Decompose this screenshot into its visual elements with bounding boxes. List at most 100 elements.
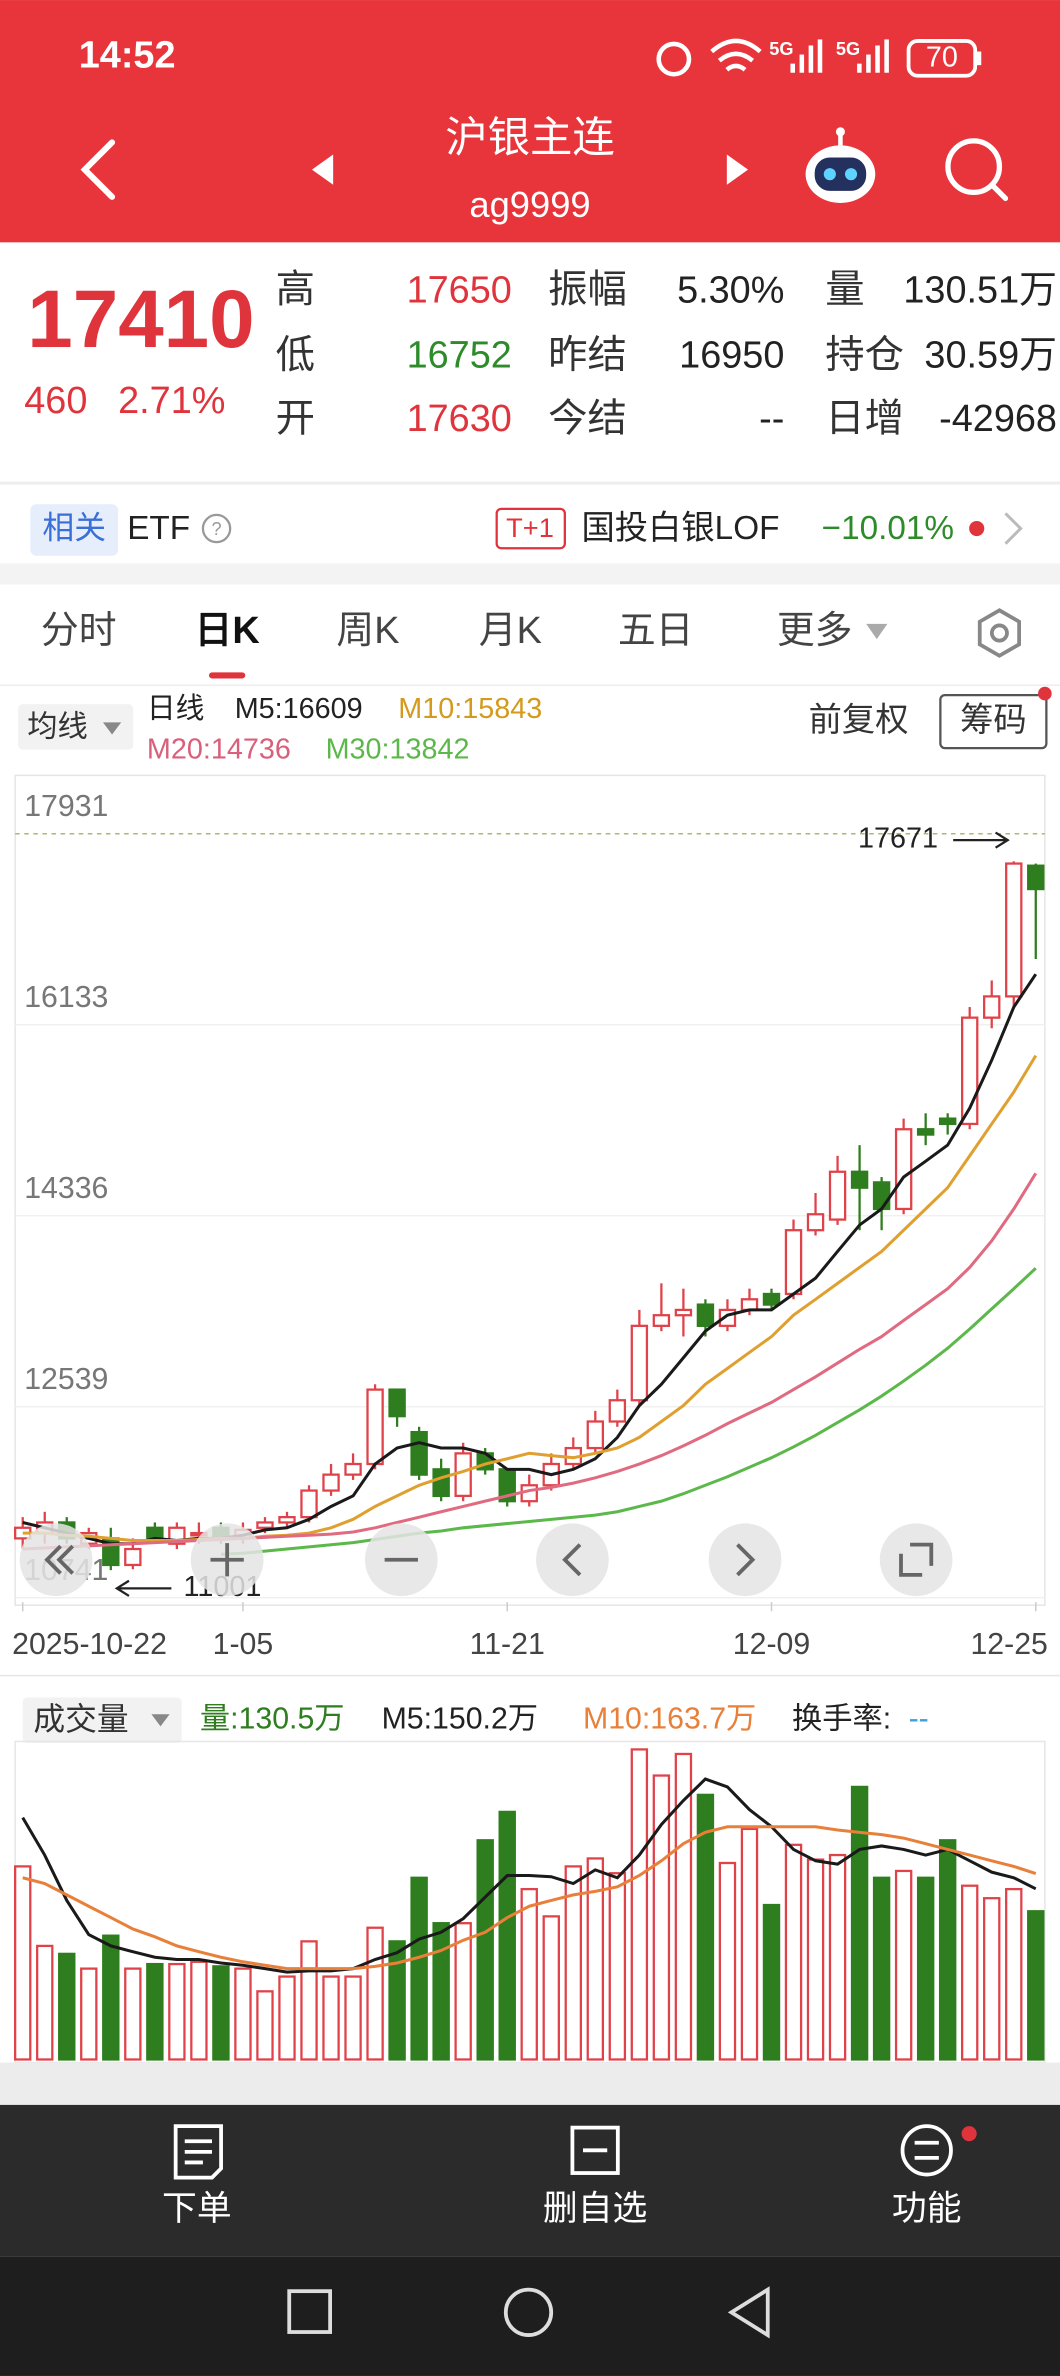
x-tick-label: 11-21 — [470, 1628, 545, 1661]
system-nav — [0, 2256, 1060, 2376]
etf-label: ETF — [127, 510, 190, 547]
candle-body — [784, 1229, 803, 1296]
toolbar-label[interactable]: 删自选 — [543, 2189, 647, 2228]
min-arrow — [114, 1579, 172, 1597]
period-tab[interactable]: 分时 — [41, 610, 117, 652]
more-arrow[interactable] — [866, 623, 888, 640]
toolbar-label[interactable]: 下单 — [162, 2189, 232, 2228]
ma-line — [22, 1825, 1037, 1971]
volume-button[interactable] — [22, 1697, 182, 1743]
last-price: 17410 — [27, 274, 254, 365]
candle-body — [366, 1388, 384, 1466]
volume-bar — [652, 1774, 671, 2061]
order-icon[interactable] — [173, 2124, 223, 2180]
adjust-mode[interactable]: 前复权 — [809, 702, 909, 739]
rewind-button[interactable] — [19, 1523, 93, 1597]
help-icon[interactable] — [201, 513, 232, 544]
candle-body — [630, 1324, 649, 1402]
field-value: -- — [759, 398, 784, 440]
period-tab[interactable]: 更多 — [777, 610, 853, 652]
period-tab[interactable]: 月K — [479, 610, 542, 652]
max-arrow — [953, 831, 1010, 849]
home[interactable] — [503, 2287, 554, 2337]
candle-body — [432, 1468, 450, 1498]
volume-bar — [168, 1962, 186, 2061]
battery-level: 70 — [926, 42, 958, 74]
search-button[interactable] — [945, 138, 1009, 202]
fullscreen-button[interactable] — [879, 1523, 953, 1597]
field-label: 量 — [825, 268, 864, 312]
alarm-icon — [656, 41, 692, 77]
field-value: 130.51万 — [903, 269, 1057, 311]
volume-bar — [674, 1752, 693, 2061]
volume-bar — [36, 1944, 54, 2061]
period-tab[interactable]: 五日 — [618, 610, 694, 652]
period-tab[interactable]: 周K — [336, 610, 399, 652]
chart-frame — [14, 774, 1046, 1606]
scroll-right-button[interactable] — [708, 1523, 782, 1597]
toolbar-label[interactable]: 功能 — [892, 2189, 962, 2228]
candle-body — [872, 1181, 891, 1211]
volume-bar — [58, 1952, 76, 2061]
assistant-icon[interactable] — [805, 127, 876, 203]
function-icon[interactable] — [900, 2124, 953, 2177]
field-label: 昨结 — [548, 333, 627, 377]
field-label: 持仓 — [825, 333, 904, 377]
candle-body — [696, 1303, 715, 1327]
volume-label: M5:150.2万 — [382, 1702, 538, 1735]
field-value: 16752 — [407, 334, 512, 376]
chips-button[interactable] — [939, 693, 1048, 750]
candle-body — [1005, 862, 1023, 998]
candle-body — [256, 1521, 274, 1529]
volume-bar — [1005, 1887, 1023, 2061]
period-tab[interactable]: 日K — [195, 610, 260, 652]
volume-bar — [476, 1839, 494, 2061]
chips-label: 筹码 — [960, 702, 1027, 739]
max-marker: 17671 — [858, 823, 938, 855]
fund-change: −10.01% — [822, 510, 954, 547]
ma-button[interactable] — [18, 704, 134, 750]
prev-contract[interactable] — [311, 154, 334, 185]
candle-body — [652, 1314, 671, 1327]
volume-bar — [542, 1915, 560, 2061]
volume-bar — [850, 1785, 869, 2061]
field-label: 日增 — [825, 396, 904, 440]
red-dot — [969, 520, 985, 537]
related-badge — [30, 504, 119, 556]
volume-bar — [410, 1876, 428, 2061]
separator — [0, 2062, 1060, 2105]
y-tick-label: 17931 — [24, 790, 108, 823]
divider — [0, 1674, 1060, 1677]
volume-bar — [894, 1869, 913, 2061]
candle-body — [850, 1170, 869, 1189]
volume-bar — [784, 1843, 803, 2061]
back-button[interactable] — [80, 139, 116, 200]
volume-bar — [278, 1975, 296, 2061]
toolbar-labels: 下单 删自选 功能 — [162, 2189, 962, 2228]
field-label: 高 — [276, 268, 315, 312]
volume-bar — [80, 1967, 98, 2061]
network: 5G — [836, 39, 860, 59]
divider — [0, 481, 1060, 485]
y-tick-label: 16133 — [24, 981, 108, 1014]
candle-body — [916, 1128, 935, 1136]
ma-button-label: 均线 — [27, 709, 88, 743]
price-change: 460 — [24, 380, 87, 422]
volume-bar — [608, 1872, 627, 2061]
candle-body — [806, 1213, 825, 1232]
field-label: 振幅 — [548, 268, 627, 312]
candle-body — [1027, 864, 1045, 891]
candle-body — [124, 1547, 142, 1567]
recent-apps[interactable] — [287, 2289, 333, 2334]
next-contract[interactable] — [726, 154, 749, 185]
back[interactable] — [727, 2286, 770, 2339]
volume-bar — [14, 1865, 32, 2061]
field-value: 17650 — [407, 269, 512, 311]
field-value: -42968 — [939, 398, 1057, 440]
chevron[interactable] — [1004, 512, 1023, 545]
settings-icon[interactable] — [977, 608, 1022, 658]
scroll-left-button[interactable] — [536, 1523, 609, 1597]
watchlist-icon[interactable] — [570, 2125, 620, 2175]
network: 5G — [769, 39, 793, 59]
